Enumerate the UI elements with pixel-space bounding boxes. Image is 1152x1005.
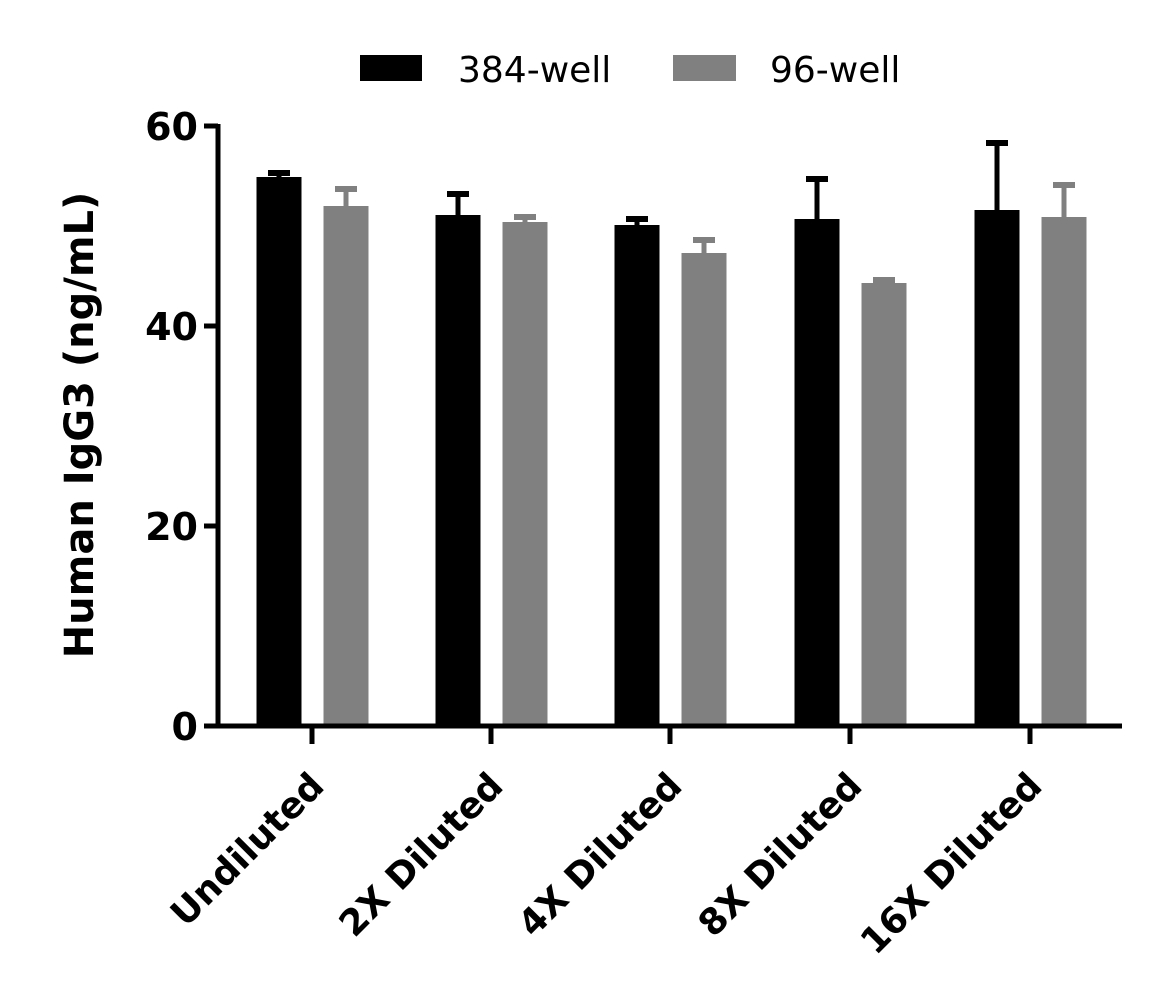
y-tick-label: 40 bbox=[145, 305, 198, 349]
bar-96-well bbox=[681, 253, 727, 726]
x-axis: Undiluted 2X Diluted 4X Diluted 8X Diluted1… bbox=[163, 723, 1122, 963]
bars bbox=[256, 140, 1087, 726]
y-axis-label: Human IgG3 (ng/mL) bbox=[57, 192, 103, 659]
legend-label-384-well: 384-well bbox=[458, 50, 611, 91]
bar-384-well bbox=[794, 219, 840, 726]
bar-384-well bbox=[614, 225, 660, 726]
x-tick-label: 16X Diluted bbox=[853, 765, 1050, 962]
y-tick-label: 20 bbox=[145, 505, 198, 549]
x-tick-label: Undiluted bbox=[163, 765, 332, 934]
x-tick-label: 8X Diluted bbox=[691, 765, 871, 945]
bar-384-well bbox=[256, 177, 302, 726]
bar-96-well bbox=[502, 222, 548, 726]
legend-swatch-384-well bbox=[360, 55, 422, 81]
y-axis: 0 20 40 60 bbox=[145, 105, 221, 749]
x-tick-label: 4X Diluted bbox=[511, 765, 691, 945]
legend-swatch-96-well bbox=[673, 55, 736, 81]
bar-384-well bbox=[974, 210, 1020, 726]
bar-96-well bbox=[1041, 217, 1087, 726]
bar-96-well bbox=[323, 206, 369, 726]
x-tick-label: 2X Diluted bbox=[332, 765, 512, 945]
bar-384-well bbox=[435, 215, 481, 726]
y-tick-label: 60 bbox=[145, 105, 198, 149]
legend: 384-well 96-well bbox=[360, 50, 900, 91]
y-tick-label: 0 bbox=[172, 705, 198, 749]
bar-96-well bbox=[861, 283, 907, 726]
legend-label-96-well: 96-well bbox=[770, 50, 900, 91]
